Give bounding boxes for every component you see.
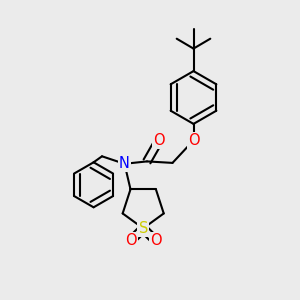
Text: N: N [119, 156, 130, 171]
Text: O: O [188, 133, 199, 148]
Text: O: O [125, 233, 137, 248]
Text: O: O [150, 233, 161, 248]
Text: O: O [153, 133, 165, 148]
Text: S: S [139, 221, 148, 236]
